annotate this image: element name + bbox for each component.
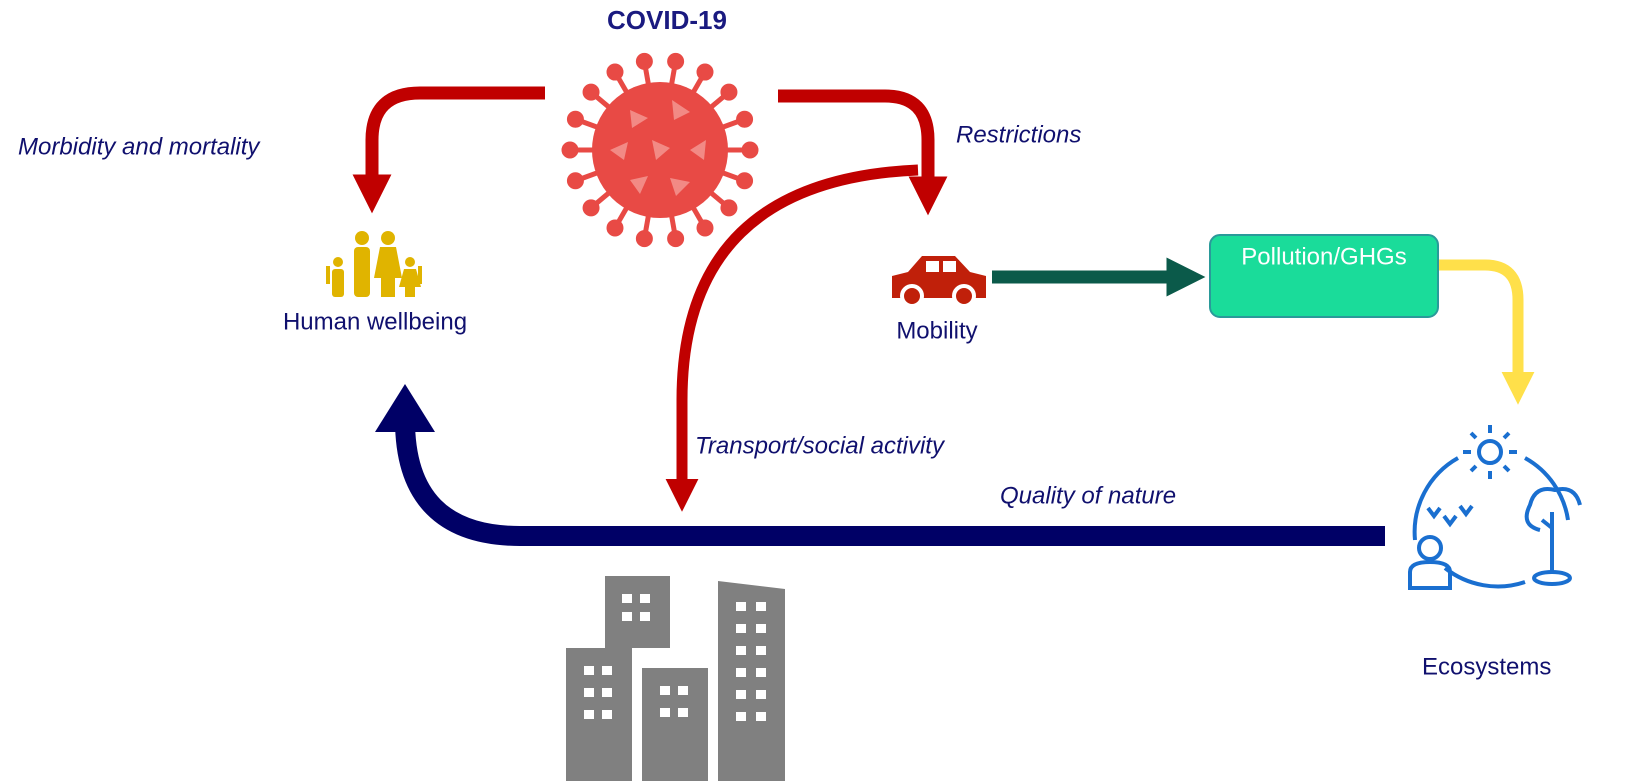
edge-label: Transport/social activity (695, 432, 946, 459)
spike-tip (741, 141, 759, 159)
spike-tip (736, 172, 754, 190)
node-label: Ecosystems (1422, 653, 1551, 680)
node-box (1209, 234, 1439, 318)
spike-tip (635, 52, 653, 70)
virus-icon (561, 52, 759, 248)
spike-tip (720, 83, 738, 101)
spike-tip (582, 199, 600, 217)
node-label: Human wellbeing (283, 308, 467, 335)
spike-tip (561, 141, 579, 159)
edge-label: Restrictions (956, 121, 1081, 148)
arrow (665, 164, 919, 512)
spike-tip (696, 63, 714, 81)
edge-label: Quality of nature (1000, 482, 1176, 509)
arrow (352, 86, 545, 214)
spike-tip (736, 110, 754, 128)
spike-tip (667, 230, 685, 248)
arrow (1438, 259, 1535, 405)
node-label: Pollution/GHGs (1241, 243, 1406, 270)
edge-label: Morbidity and mortality (18, 133, 261, 160)
spike-tip (606, 63, 624, 81)
ecosystem-icon (1408, 425, 1582, 590)
car-icon (892, 256, 986, 308)
spike-tip (667, 52, 685, 70)
arrow (375, 384, 1385, 546)
title: COVID-19 (607, 5, 727, 35)
spike-tip (720, 199, 738, 217)
spike-tip (696, 219, 714, 237)
family-icon (326, 231, 422, 297)
spike-tip (566, 172, 584, 190)
node-label: Mobility (896, 317, 977, 344)
spike-tip (606, 219, 624, 237)
spike-tip (566, 110, 584, 128)
buildings-icon (566, 576, 785, 781)
spike-tip (635, 230, 653, 248)
spike-tip (582, 83, 600, 101)
arrow (778, 89, 948, 216)
